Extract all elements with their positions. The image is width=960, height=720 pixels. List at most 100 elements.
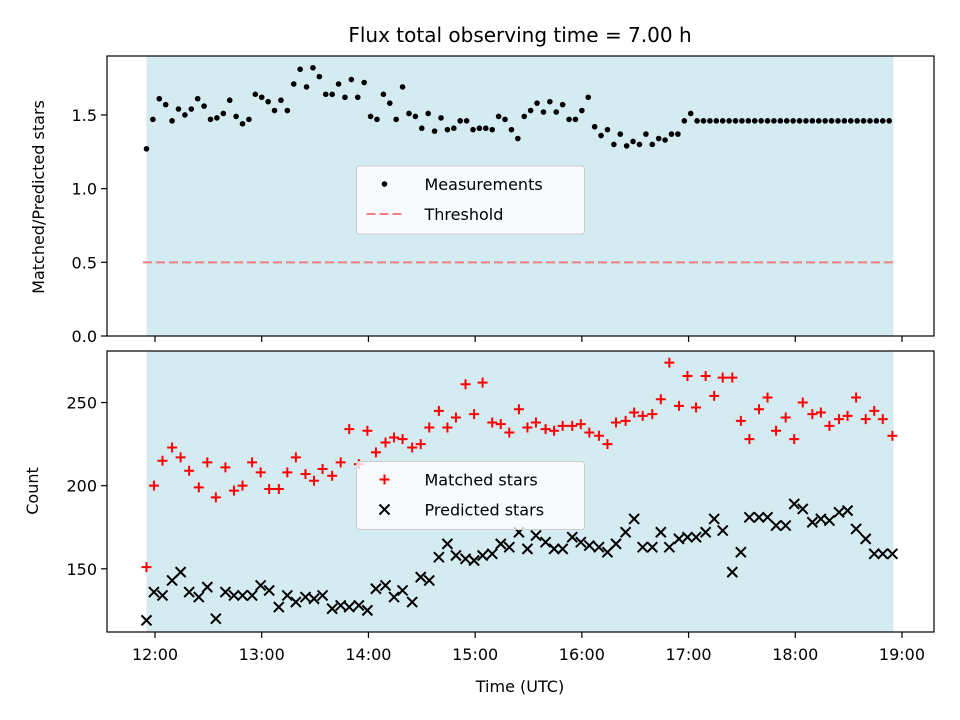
measurements-point — [175, 106, 182, 112]
predicted-point — [646, 541, 658, 553]
measurements-point — [457, 118, 464, 124]
predicted-point — [361, 604, 374, 617]
predicted-point — [290, 596, 302, 608]
measurements-point — [828, 118, 835, 124]
matched-point — [834, 414, 845, 425]
x-tick-label: 12:00 — [132, 645, 178, 664]
predicted-point — [886, 548, 899, 560]
measurements-point — [354, 94, 361, 101]
predicted-point — [388, 591, 400, 603]
measurements-point — [675, 131, 681, 137]
measurements-point — [764, 118, 771, 124]
count-y-tick-label: 200 — [66, 477, 97, 496]
legend-predicted-marker — [378, 503, 391, 516]
measurements-point — [649, 141, 656, 148]
predicted-point — [156, 589, 169, 602]
predicted-point — [316, 589, 329, 602]
matched-point — [593, 430, 604, 441]
measurements-point — [585, 94, 592, 101]
matched-point — [327, 470, 338, 481]
matched-point — [709, 390, 720, 401]
measurements-point — [451, 125, 457, 132]
measurements-point — [719, 118, 726, 124]
predicted-point — [743, 511, 756, 523]
measurements-point — [386, 100, 393, 106]
predicted-point — [797, 503, 809, 515]
measurements-point — [214, 115, 220, 121]
ratio-y-tick-label: 0.0 — [72, 327, 97, 346]
matched-point — [175, 452, 186, 463]
predicted-point — [406, 596, 418, 608]
predicted-point — [183, 586, 195, 598]
measurements-point — [342, 94, 348, 101]
legend-measurements-label: Measurements — [425, 175, 543, 194]
predicted-point — [548, 543, 560, 555]
measurements-point — [399, 84, 406, 90]
measurements-point — [739, 118, 745, 124]
measurements-point — [758, 118, 764, 124]
predicted-point — [201, 581, 214, 593]
matched-point — [869, 405, 880, 416]
predicted-point — [193, 591, 205, 603]
matched-point — [317, 464, 328, 475]
matched-point — [647, 409, 658, 420]
matched-point — [530, 417, 541, 428]
ratio-legend — [356, 165, 585, 235]
matched-point — [682, 370, 693, 381]
predicted-point — [370, 583, 382, 595]
measurements-point — [579, 107, 585, 114]
measurements-point — [553, 109, 560, 115]
matched-point — [744, 434, 755, 445]
measurements-point — [150, 116, 156, 123]
predicted-point — [779, 519, 792, 532]
measurements-point — [867, 118, 873, 124]
predicted-point — [210, 612, 222, 625]
measurements-point — [310, 64, 316, 71]
x-tick-label: 14:00 — [345, 645, 391, 664]
measurements-point — [534, 100, 540, 106]
count-y-axis-label: Count — [23, 467, 42, 515]
matched-point — [771, 425, 782, 436]
predicted-point — [353, 599, 365, 612]
measurements-point — [860, 118, 867, 124]
measurements-point — [591, 123, 598, 130]
predicted-point — [788, 498, 800, 510]
measurements-point — [547, 98, 553, 105]
ratio-y-tick-label: 0.5 — [72, 253, 97, 272]
measurements-point — [367, 113, 374, 120]
predicted-point — [459, 553, 472, 565]
matched-point — [344, 424, 355, 435]
measurements-point — [476, 125, 483, 132]
predicted-point — [823, 514, 836, 527]
predicted-point — [254, 579, 267, 592]
matched-point — [237, 480, 248, 491]
predicted-point — [539, 536, 552, 548]
predicted-point — [610, 538, 622, 550]
predicted-point — [423, 574, 435, 587]
matched-point — [557, 420, 568, 431]
measurements-point — [393, 116, 399, 123]
matched-point — [487, 417, 498, 428]
measurements-point — [284, 107, 291, 114]
measurements-point — [662, 137, 668, 143]
matched-point — [637, 410, 648, 421]
predicted-point — [699, 526, 712, 538]
matched-point — [842, 410, 853, 421]
matched-point — [380, 437, 391, 448]
matched-point — [504, 427, 515, 438]
matched-point — [300, 469, 311, 480]
measurements-point — [463, 118, 470, 124]
predicted-point — [219, 586, 232, 598]
matched-point — [762, 392, 773, 403]
measurements-point — [822, 118, 828, 124]
measurements-point — [246, 116, 252, 123]
predicted-point — [690, 531, 702, 543]
measurements-point — [182, 112, 188, 118]
measurements-point — [745, 118, 752, 124]
measurements-point — [847, 118, 854, 124]
predicted-point — [619, 526, 632, 538]
measurements-point — [803, 118, 809, 124]
predicted-point — [655, 526, 667, 538]
measurements-point — [681, 118, 688, 124]
measurements-point — [668, 131, 675, 137]
